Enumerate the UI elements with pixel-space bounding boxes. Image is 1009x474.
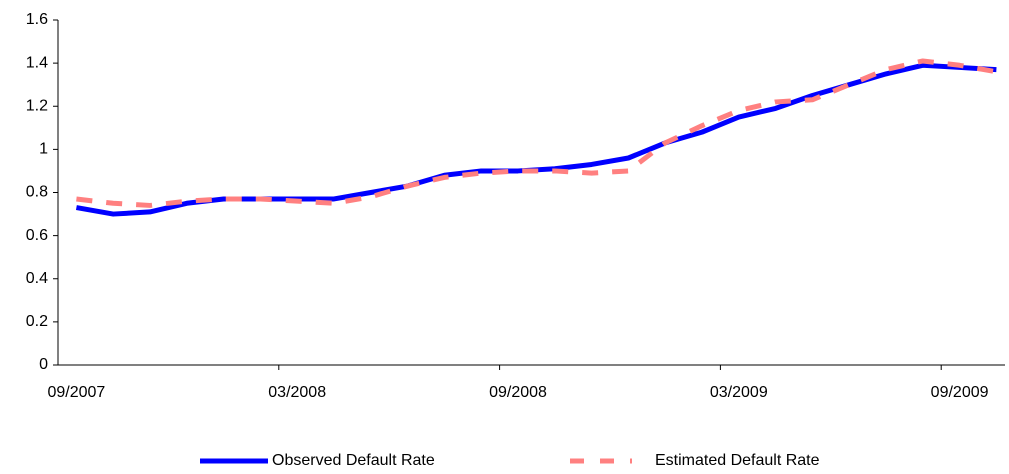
series-line	[75, 62, 997, 217]
legend-label: Observed Default Rate	[272, 452, 435, 469]
y-tick-label: 0.6	[26, 227, 48, 244]
x-tick-label: 03/2009	[710, 384, 768, 401]
x-tick-label: 09/2007	[47, 384, 105, 401]
y-tick-label: 0.8	[26, 184, 48, 201]
y-tick-label: 0.4	[26, 270, 48, 287]
legend-label: Estimated Default Rate	[655, 452, 820, 469]
x-tick-label: 09/2008	[489, 384, 547, 401]
x-tick-label: 03/2008	[268, 384, 326, 401]
y-tick-label: 1.6	[26, 11, 48, 28]
x-tick-label: 09/2009	[931, 384, 989, 401]
series-line	[76, 58, 997, 208]
y-tick-label: 1.2	[26, 97, 48, 114]
y-tick-label: 0	[39, 356, 48, 373]
y-tick-label: 1.4	[26, 54, 48, 71]
y-tick-label: 1	[39, 141, 48, 158]
y-tick-label: 0.2	[26, 313, 48, 330]
